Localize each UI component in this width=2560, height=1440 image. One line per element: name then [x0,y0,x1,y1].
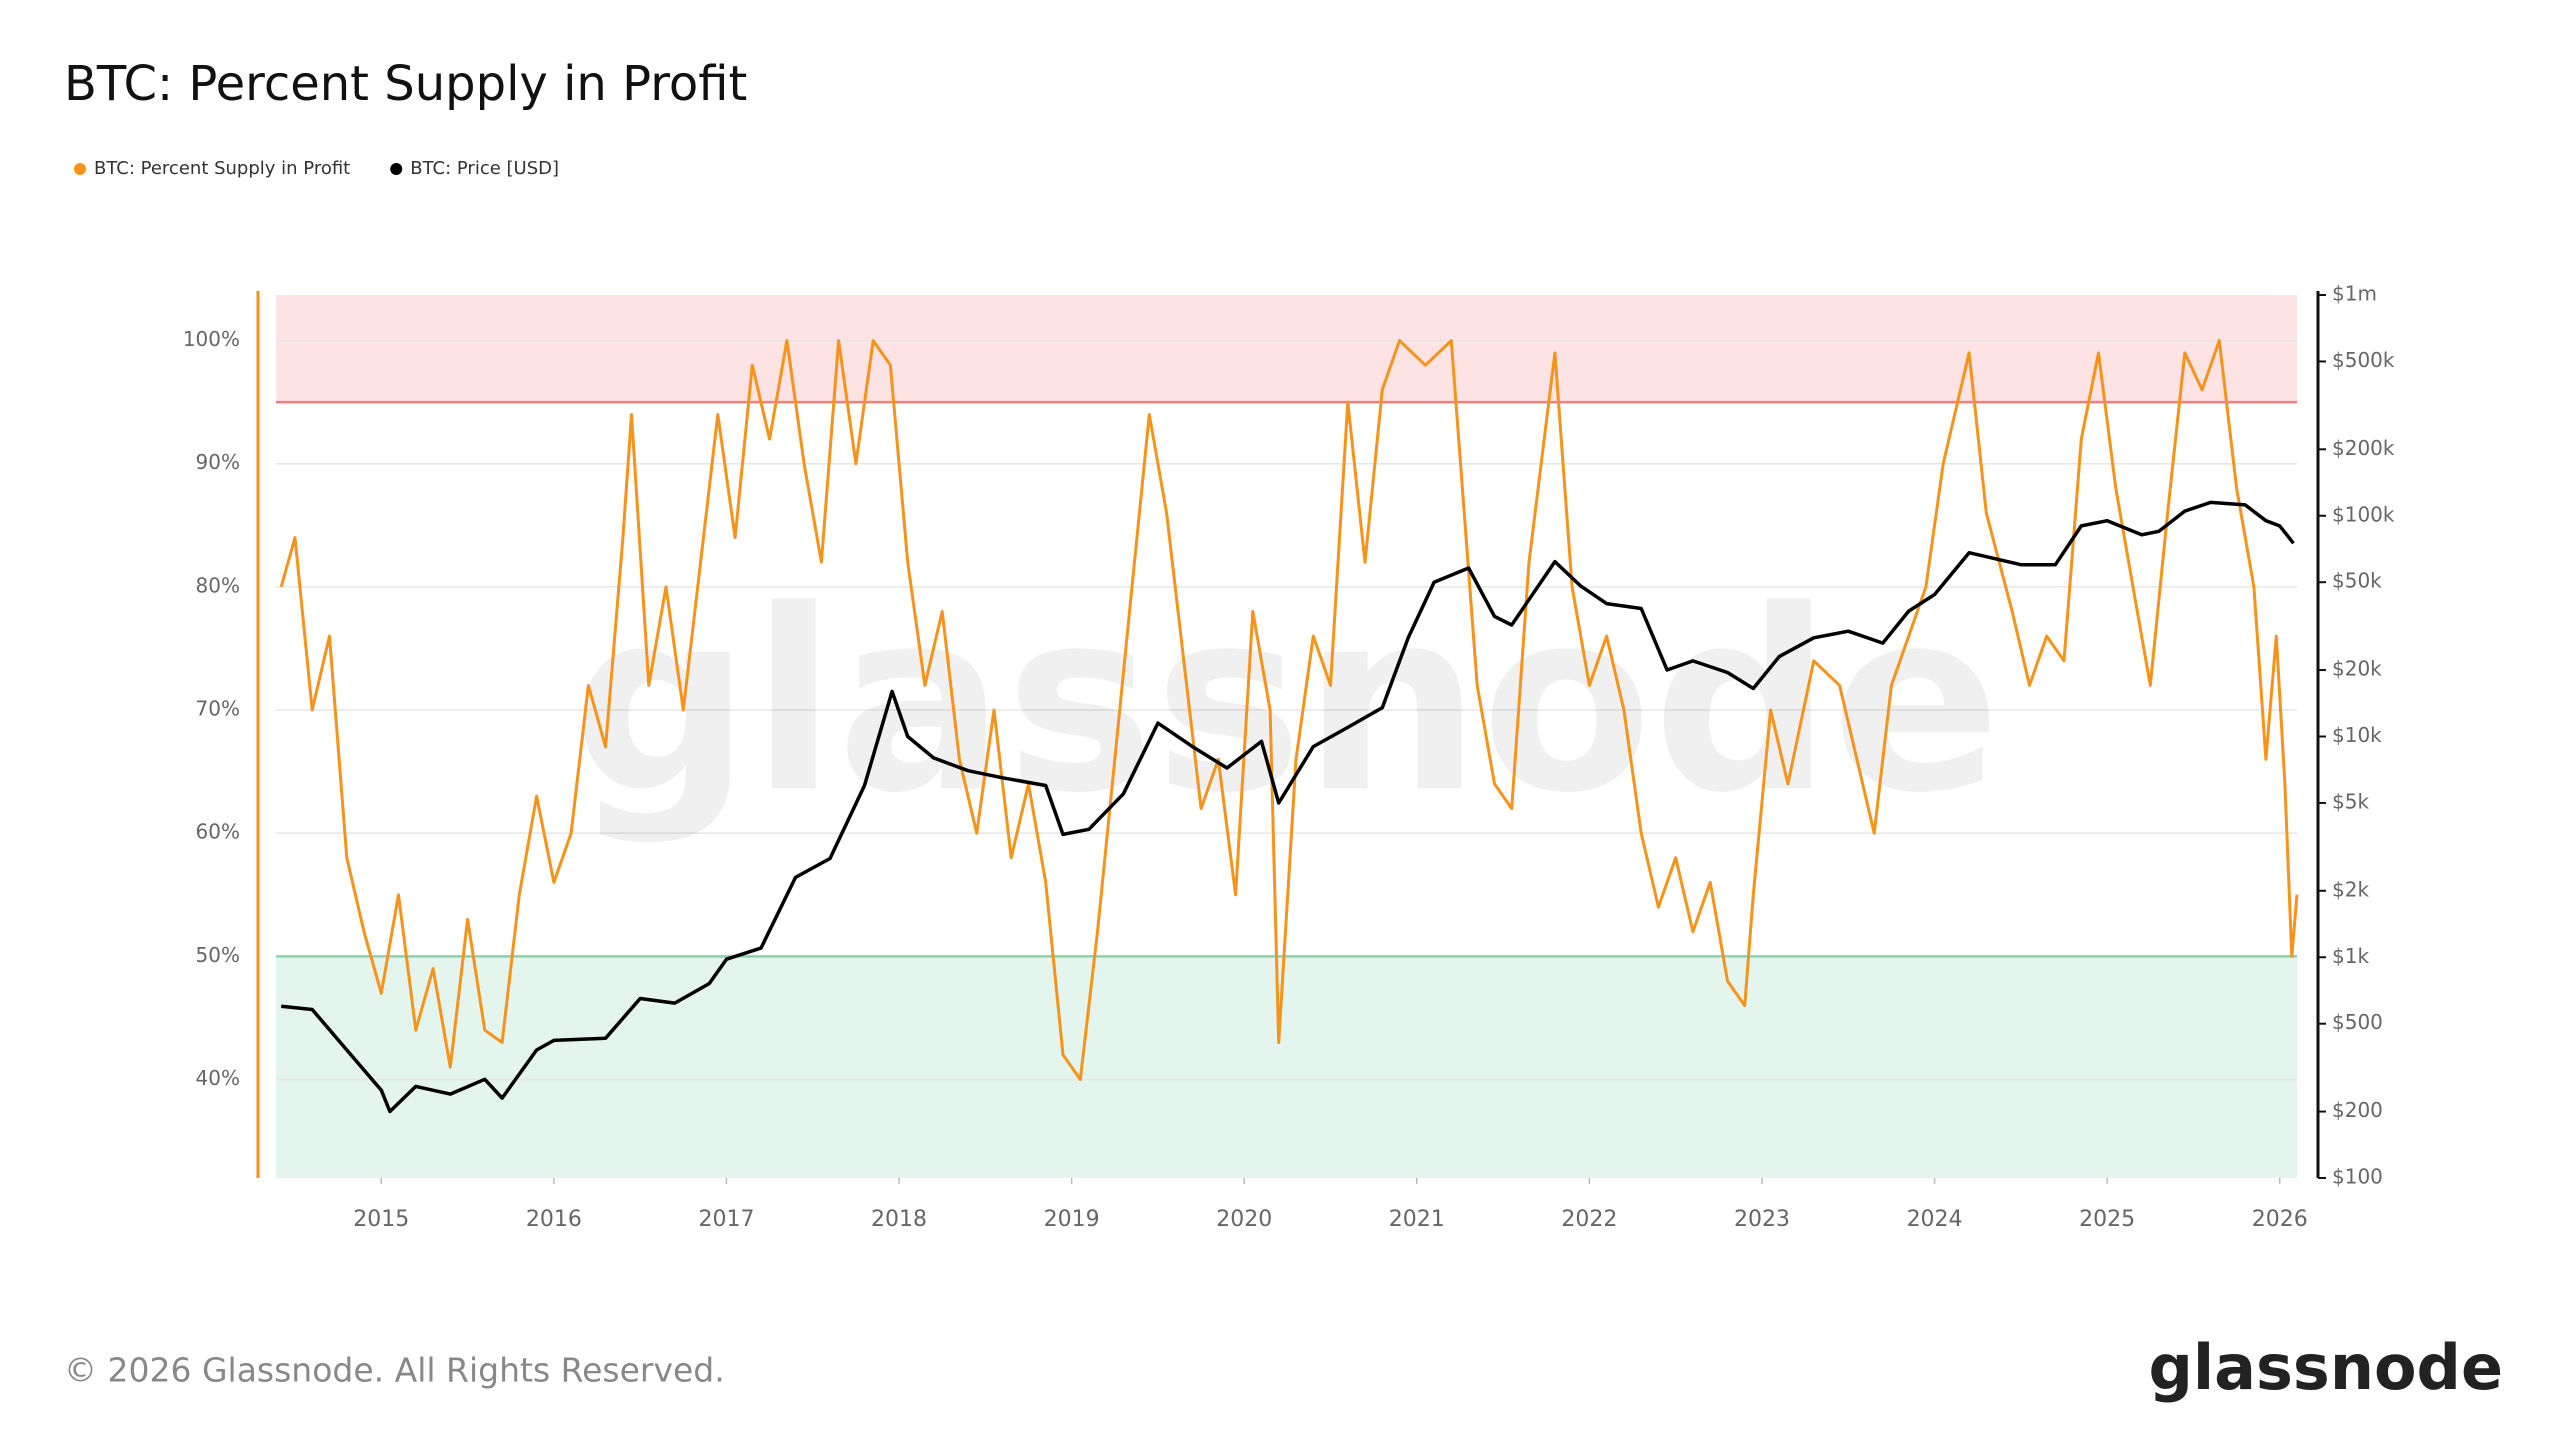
y2-tick-label: $100 [2332,1165,2383,1189]
y2-tick-label: $20k [2332,657,2382,681]
x-tick-label: 2022 [1561,1207,1617,1232]
y2-tick-label: $1k [2332,944,2369,968]
lower-zone [276,956,2297,1178]
x-tick-label: 2018 [871,1207,927,1232]
chart-title: BTC: Percent Supply in Profit [64,56,747,112]
x-tick-label: 2019 [1044,1207,1100,1232]
y-tick-label: 100% [183,327,240,351]
y2-tick-label: $1m [2332,282,2377,306]
x-tick-label: 2015 [353,1207,409,1232]
y-tick-label: 80% [196,573,240,597]
footer: © 2026 Glassnode. All Rights Reserved. [64,1351,725,1390]
y2-tick-label: $500k [2332,348,2395,372]
y2-tick-label: $50k [2332,569,2382,593]
legend-marker [390,163,403,175]
x-tick-label: 2025 [2079,1207,2135,1232]
y2-tick-label: $2k [2332,877,2369,901]
series-line [281,500,2295,1114]
x-tick-label: 2023 [1734,1207,1790,1232]
x-tick-label: 2016 [526,1207,582,1232]
y2-tick-label: $500 [2332,1010,2383,1034]
x-tick-label: 2024 [1907,1207,1963,1232]
legend-marker [74,163,86,175]
y2-tick-label: $10k [2332,723,2382,747]
y-tick-label: 60% [196,820,240,844]
y-tick-label: 70% [196,697,240,721]
x-tick-label: 2026 [2252,1207,2308,1232]
y-tick-label: 40% [196,1066,240,1090]
watermark: glassnode [572,556,2001,847]
y-tick-label: 50% [196,943,240,967]
legend-label: BTC: Percent Supply in Profit [94,158,350,179]
y2-tick-label: $200k [2332,436,2395,460]
y2-tick-label: $100k [2332,502,2395,526]
y2-tick-label: $5k [2332,789,2369,813]
y-tick-label: 90% [196,450,240,474]
logo: glassnode [2149,1331,2503,1404]
y2-tick-label: $200 [2332,1098,2383,1122]
legend-label: BTC: Price [USD] [410,158,559,179]
x-tick-label: 2021 [1389,1207,1445,1232]
x-tick-label: 2017 [698,1207,754,1232]
x-tick-label: 2020 [1216,1207,1272,1232]
series-line [279,339,2299,1081]
upper-zone [276,295,2297,403]
